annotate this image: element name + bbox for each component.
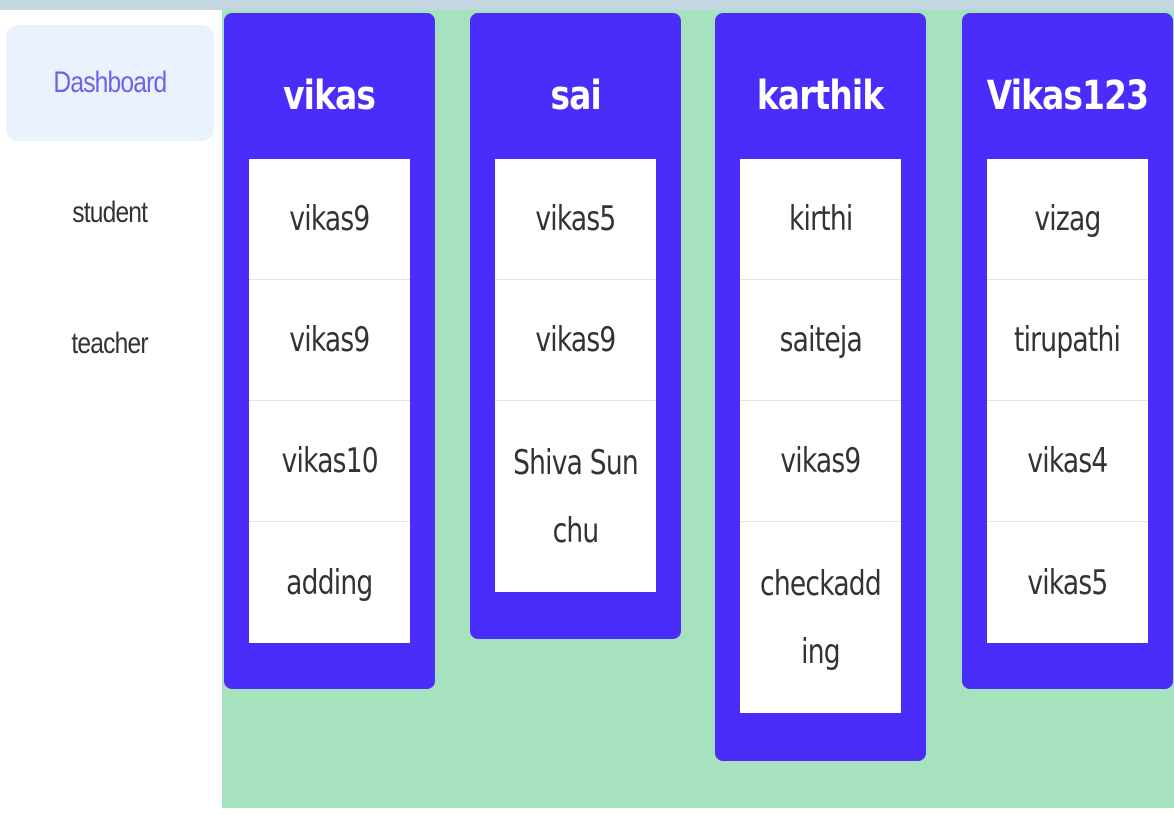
- top-bar: [0, 0, 1174, 10]
- list-item[interactable]: vizag: [987, 159, 1148, 280]
- list-item[interactable]: Shiva Sunchu: [513, 442, 639, 551]
- sidebar-item-label: teacher: [71, 327, 149, 360]
- board-column-vikas123: Vikas123 vizag tirupathi vikas4 vikas5: [962, 13, 1173, 689]
- board-column-karthik: karthik kirthi saiteja vikas9 checkaddin…: [715, 13, 926, 761]
- list-item[interactable]: vikas10: [249, 401, 410, 522]
- board-column-sai: sai vikas5 vikas9 Shiva Sunchu: [470, 13, 681, 639]
- board-column-vikas: vikas vikas9 vikas9 vikas10 adding: [224, 13, 435, 689]
- sidebar-item-dashboard[interactable]: Dashboard: [6, 25, 214, 141]
- list-item[interactable]: adding: [286, 562, 373, 603]
- sidebar-item-label: Dashboard: [53, 66, 168, 99]
- list-item[interactable]: tirupathi: [987, 280, 1148, 401]
- sidebar-item-label: student: [72, 196, 149, 229]
- list-item[interactable]: checkadding: [760, 563, 882, 672]
- column-title: Vikas123: [986, 73, 1149, 119]
- list-item[interactable]: vikas5: [495, 159, 656, 280]
- sidebar-item-teacher[interactable]: teacher: [6, 286, 214, 402]
- column-items: kirthi saiteja vikas9 checkadding: [740, 159, 901, 713]
- list-item[interactable]: vikas5: [1027, 562, 1108, 603]
- list-item[interactable]: saiteja: [740, 280, 901, 401]
- list-item[interactable]: vikas9: [249, 159, 410, 280]
- list-item[interactable]: vikas9: [495, 280, 656, 401]
- list-item[interactable]: vikas9: [249, 280, 410, 401]
- column-items: vikas9 vikas9 vikas10 adding: [249, 159, 410, 643]
- kanban-board: vikas vikas9 vikas9 vikas10 adding sai v…: [222, 10, 1174, 808]
- list-item[interactable]: vikas9: [740, 401, 901, 522]
- column-title: sai: [550, 73, 601, 119]
- sidebar-item-student[interactable]: student: [6, 155, 214, 271]
- column-items: vizag tirupathi vikas4 vikas5: [987, 159, 1148, 643]
- column-title: vikas: [283, 73, 377, 119]
- sidebar: Dashboard student teacher: [0, 10, 222, 815]
- list-item[interactable]: kirthi: [740, 159, 901, 280]
- list-item[interactable]: vikas4: [987, 401, 1148, 522]
- column-title: karthik: [757, 73, 884, 119]
- column-items: vikas5 vikas9 Shiva Sunchu: [495, 159, 656, 592]
